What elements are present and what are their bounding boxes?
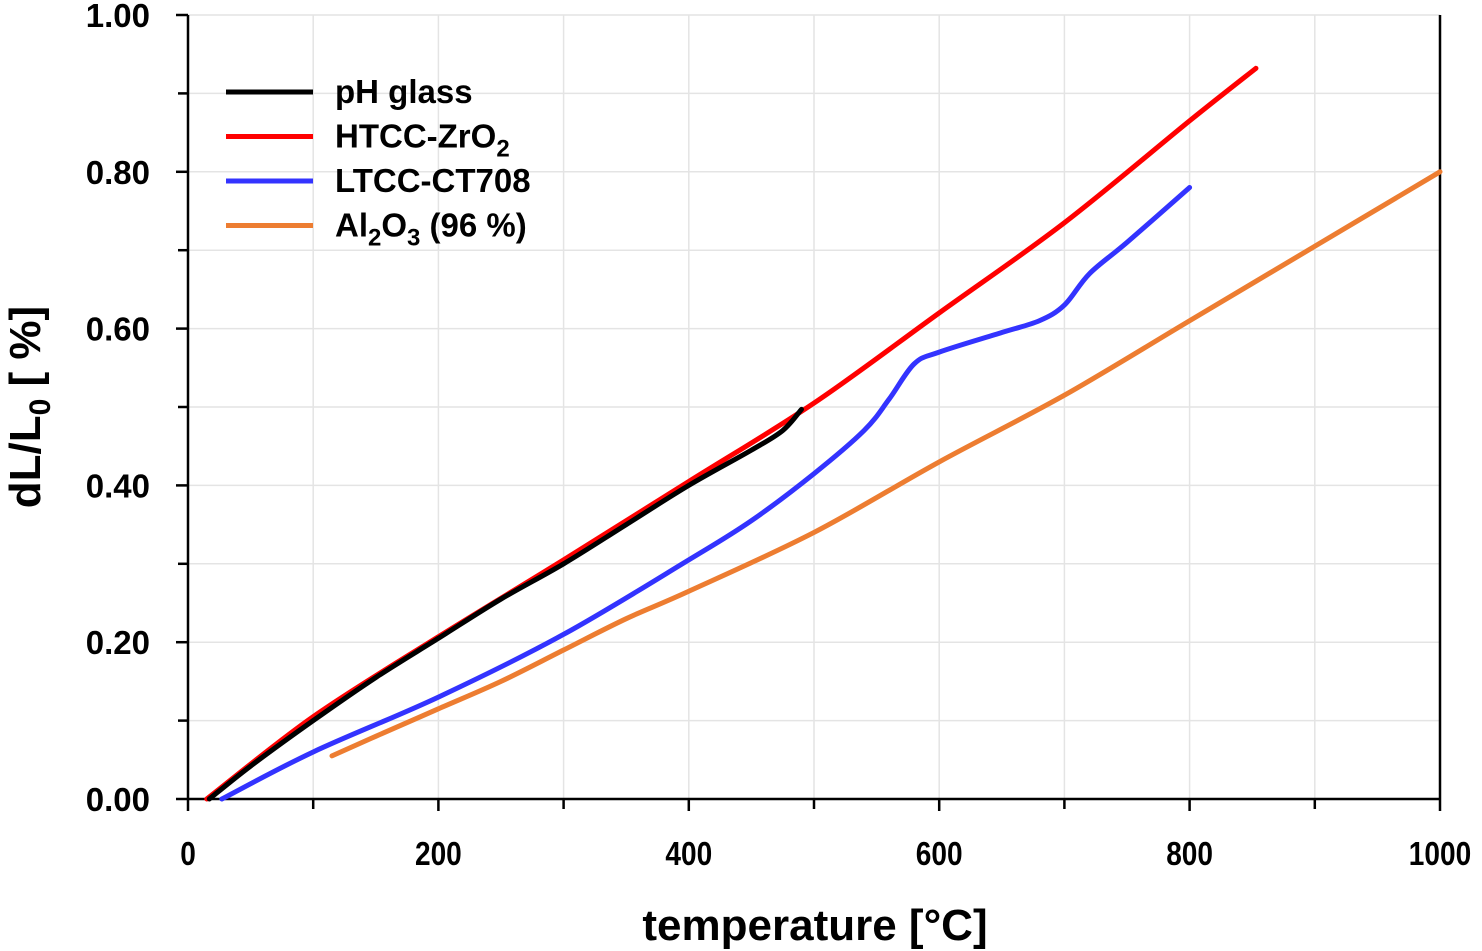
grid-lines: [188, 14, 1440, 799]
legend-label-text: O: [381, 207, 407, 244]
legend-label-text: LTCC-CT708: [335, 162, 531, 199]
series-line-ph-glass: [206, 406, 804, 802]
legend-label: Al2O3 (96 %): [335, 207, 527, 252]
x-tick-label: 600: [916, 836, 963, 873]
x-tick-label: 1000: [1409, 836, 1471, 873]
y-tick-label: 0.00: [86, 781, 150, 818]
legend-label-subscript: 2: [496, 136, 509, 163]
legend-label-text: Al: [335, 207, 368, 244]
legend-label: HTCC-ZrO2: [335, 118, 510, 163]
legend-label: LTCC-CT708: [335, 162, 531, 199]
legend-label-text: pH glass: [335, 73, 473, 110]
y-tick-label: 0.40: [86, 467, 150, 504]
series-line-ltcc-ct708: [219, 184, 1193, 802]
axis-labels: temperature [°C] dL/L0 [ %]: [1, 306, 988, 950]
y-axis-title: dL/L0 [ %]: [1, 306, 57, 508]
legend-label-subscript: 2: [368, 225, 381, 252]
y-axis-title-main: dL/L: [1, 415, 50, 508]
y-tick-label: 0.80: [86, 154, 150, 191]
y-tick-label: 0.20: [86, 624, 150, 661]
y-tick-label: 0.60: [86, 311, 150, 348]
series-line-al2o3-96-: [329, 169, 1443, 759]
legend-label-text: HTCC-ZrO: [335, 118, 496, 155]
x-tick-label: 200: [415, 836, 462, 873]
legend-label-subscript: 3: [407, 225, 420, 252]
x-tick-label: 800: [1166, 836, 1213, 873]
x-tick-label: 0: [180, 836, 196, 873]
y-axis-title-tail: [ %]: [1, 306, 50, 399]
axes: 0.00 0.20 0.40 0.60 0.80 1.00 0 200 400 600 800 100…: [86, 0, 1471, 873]
y-tick-label: 1.00: [86, 0, 150, 34]
y-axis-title-sub: 0: [24, 399, 57, 416]
series-lines: [204, 65, 1443, 802]
legend-label: pH glass: [335, 73, 473, 110]
legend-label-text: (96 %): [420, 207, 526, 244]
x-tick-label: 400: [665, 836, 712, 873]
x-axis-title: temperature [°C]: [642, 901, 987, 950]
